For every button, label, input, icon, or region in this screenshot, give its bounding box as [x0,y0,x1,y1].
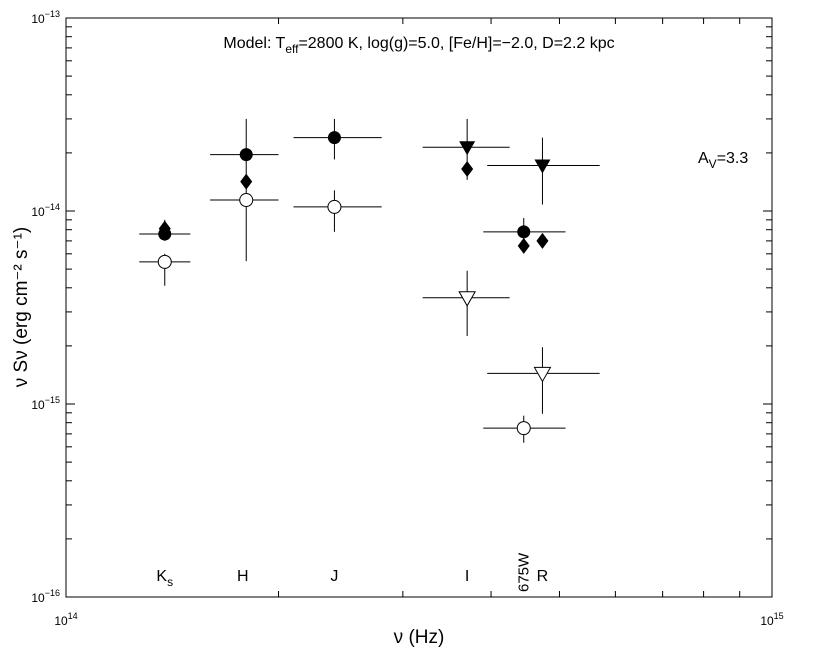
x-axis-label: ν (Hz) [394,627,445,648]
extinction-annotation: AV=3.3 [698,150,748,171]
y-tick-labels: 10−16 10−15 10−14 10−13 [31,9,60,605]
x-tick-label: 1015 [760,611,783,628]
band-label: J [330,568,338,585]
open-circle-point [239,193,254,208]
y-tick-label: 10−13 [31,9,60,26]
data-marks [139,118,600,443]
axis-ticks [65,17,773,598]
band-label: I [465,568,469,585]
band-label: Ks [156,568,173,589]
filled-circle-point [239,148,253,162]
plot-frame [65,17,773,598]
filled-diamond-point [158,220,171,237]
filled-circle-point [517,225,531,239]
open-triangle-point [533,366,552,383]
band-label: R [537,568,549,585]
filled-triangle-point [534,159,551,174]
y-axis-label: ν Sν (erg cm⁻² s⁻¹) [11,227,32,387]
filled-diamond-point [517,237,530,254]
y-tick-label: 10−14 [31,202,60,219]
open-circle-point [157,254,172,269]
band-label: H [237,568,249,585]
x-tick-label: 1014 [54,611,77,628]
open-circle-point [327,199,342,214]
open-triangle-point [458,291,477,307]
y-tick-label: 10−16 [31,588,60,605]
chart-title: Model: Teff=2800 K, log(g)=5.0, [Fe/H]=−… [223,35,614,56]
x-tick-labels: 1014 1015 [54,611,783,628]
filled-diamond-point [536,232,549,249]
band-label: 675W [516,552,533,592]
band-labels: Ks H J I 675W R [156,552,548,592]
filled-triangle-point [459,141,476,156]
filled-circle-point [327,131,341,145]
y-tick-label: 10−15 [31,395,60,412]
open-circle-point [516,421,531,436]
